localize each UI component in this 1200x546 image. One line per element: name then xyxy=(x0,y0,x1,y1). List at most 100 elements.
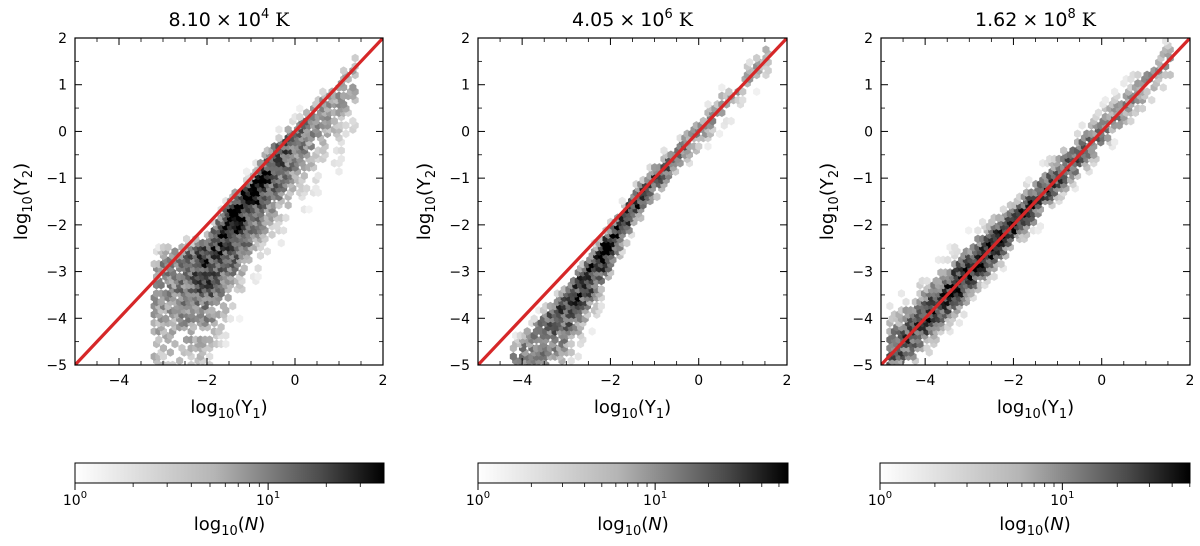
hex-cell xyxy=(951,243,959,252)
hex-cell xyxy=(746,58,754,67)
hex-cell xyxy=(1159,83,1167,92)
colorbar-tick-label: 100 xyxy=(63,490,87,509)
hexbin-cells xyxy=(509,45,772,365)
hex-cell xyxy=(224,293,232,302)
hex-cell xyxy=(1025,175,1033,185)
hex-cell xyxy=(206,360,214,365)
hex-cell xyxy=(695,142,703,151)
hex-cell xyxy=(226,314,234,324)
hex-cell xyxy=(530,314,538,324)
hex-cell xyxy=(974,226,982,235)
hex-cell xyxy=(268,230,276,239)
hex-cell xyxy=(718,83,726,92)
hex-cell xyxy=(277,238,285,248)
hex-cell xyxy=(342,121,350,130)
hex-cell xyxy=(342,129,350,139)
hex-cell xyxy=(1134,70,1142,80)
hex-cell xyxy=(254,264,262,273)
hex-cell xyxy=(753,53,761,63)
x-tick-label: 0 xyxy=(1097,373,1106,389)
hex-cell xyxy=(349,116,357,126)
x-tick-label: 2 xyxy=(1186,373,1195,389)
hex-cell xyxy=(727,116,735,126)
hex-cell xyxy=(1138,104,1146,113)
hex-cell xyxy=(314,171,322,181)
hex-cell xyxy=(256,251,264,260)
hex-cell xyxy=(1148,95,1156,105)
identity-line xyxy=(881,38,1190,365)
hex-cell xyxy=(1036,222,1044,231)
hex-cell xyxy=(753,87,761,96)
hexbin-panel-3: −5 −4 −3 −2 −1 0 1 2 −4 −2 0 2 1.62 × 108 K log10(Y1) log… xyxy=(817,7,1194,539)
colorbar-label: log10(N) xyxy=(999,514,1071,539)
hex-cell xyxy=(263,247,271,256)
x-axis-label: log10(Y1) xyxy=(997,397,1074,422)
hex-cell xyxy=(960,310,968,319)
hex-cell xyxy=(284,125,292,134)
colorbar-tick-label: 100 xyxy=(868,490,892,509)
hex-cell xyxy=(1127,116,1135,126)
hex-cell xyxy=(902,297,910,307)
hex-cell xyxy=(254,272,262,281)
x-tick-label: 0 xyxy=(291,373,300,389)
hex-cell xyxy=(206,352,214,361)
hex-cell xyxy=(171,339,179,349)
y-axis-label: log10(Y2) xyxy=(817,163,842,240)
hex-cell xyxy=(999,205,1007,214)
hex-cell xyxy=(169,360,177,365)
hex-cell xyxy=(243,167,251,176)
hex-cell xyxy=(923,276,931,286)
y-tick-label: −2 xyxy=(449,218,470,234)
x-axis-label: log10(Y1) xyxy=(190,397,267,422)
hex-cell xyxy=(282,213,290,223)
colorbar-label: log10(N) xyxy=(597,514,669,539)
y-tick-label: −3 xyxy=(46,265,67,281)
identity-line xyxy=(478,38,787,365)
hex-cell xyxy=(319,87,327,96)
hex-cell xyxy=(349,83,357,92)
hex-cell xyxy=(762,45,770,54)
identity-line xyxy=(75,38,383,365)
y-tick-label: −4 xyxy=(449,311,470,327)
hex-cell xyxy=(567,339,575,349)
hex-cell xyxy=(155,335,163,345)
y-tick-label: −1 xyxy=(46,171,67,187)
hex-cell xyxy=(1166,70,1174,80)
x-tick-label: −4 xyxy=(109,373,130,389)
hex-cell xyxy=(1111,87,1119,96)
hex-cell xyxy=(897,289,905,298)
x-tick-label: −2 xyxy=(197,373,218,389)
hex-cell xyxy=(1111,137,1119,147)
hex-cell xyxy=(229,301,237,311)
y-tick-label: −3 xyxy=(449,265,470,281)
hex-cell xyxy=(305,205,313,214)
hex-cell xyxy=(164,243,172,252)
hex-cell xyxy=(351,53,359,63)
hex-cell xyxy=(1162,38,1170,46)
hex-cell xyxy=(280,226,288,235)
hex-cell xyxy=(208,306,216,315)
hex-cell xyxy=(567,348,575,357)
hex-cell xyxy=(523,327,531,336)
y-tick-label: 2 xyxy=(864,31,873,47)
hex-cell xyxy=(1094,108,1102,117)
panel-title: 4.05 × 106 K xyxy=(572,7,694,31)
hex-cell xyxy=(1078,121,1086,130)
hex-cell xyxy=(206,335,214,345)
hex-cell xyxy=(166,348,174,357)
y-tick-label: −4 xyxy=(852,311,873,327)
hex-cell xyxy=(236,314,244,324)
hex-cell xyxy=(275,125,283,134)
x-tick-label: −2 xyxy=(1003,373,1024,389)
y-tick-label: 0 xyxy=(58,124,67,140)
hex-cell xyxy=(944,255,952,265)
y-tick-label: −2 xyxy=(46,218,67,234)
y-axis-label: log10(Y2) xyxy=(11,163,36,240)
y-tick-label: 0 xyxy=(864,124,873,140)
hex-cell xyxy=(162,314,170,324)
x-tick-label: 2 xyxy=(783,373,792,389)
y-tick-label: −2 xyxy=(852,218,873,234)
hex-cell xyxy=(965,226,973,235)
y-tick-label: −5 xyxy=(449,358,470,374)
hex-cell xyxy=(176,356,184,365)
